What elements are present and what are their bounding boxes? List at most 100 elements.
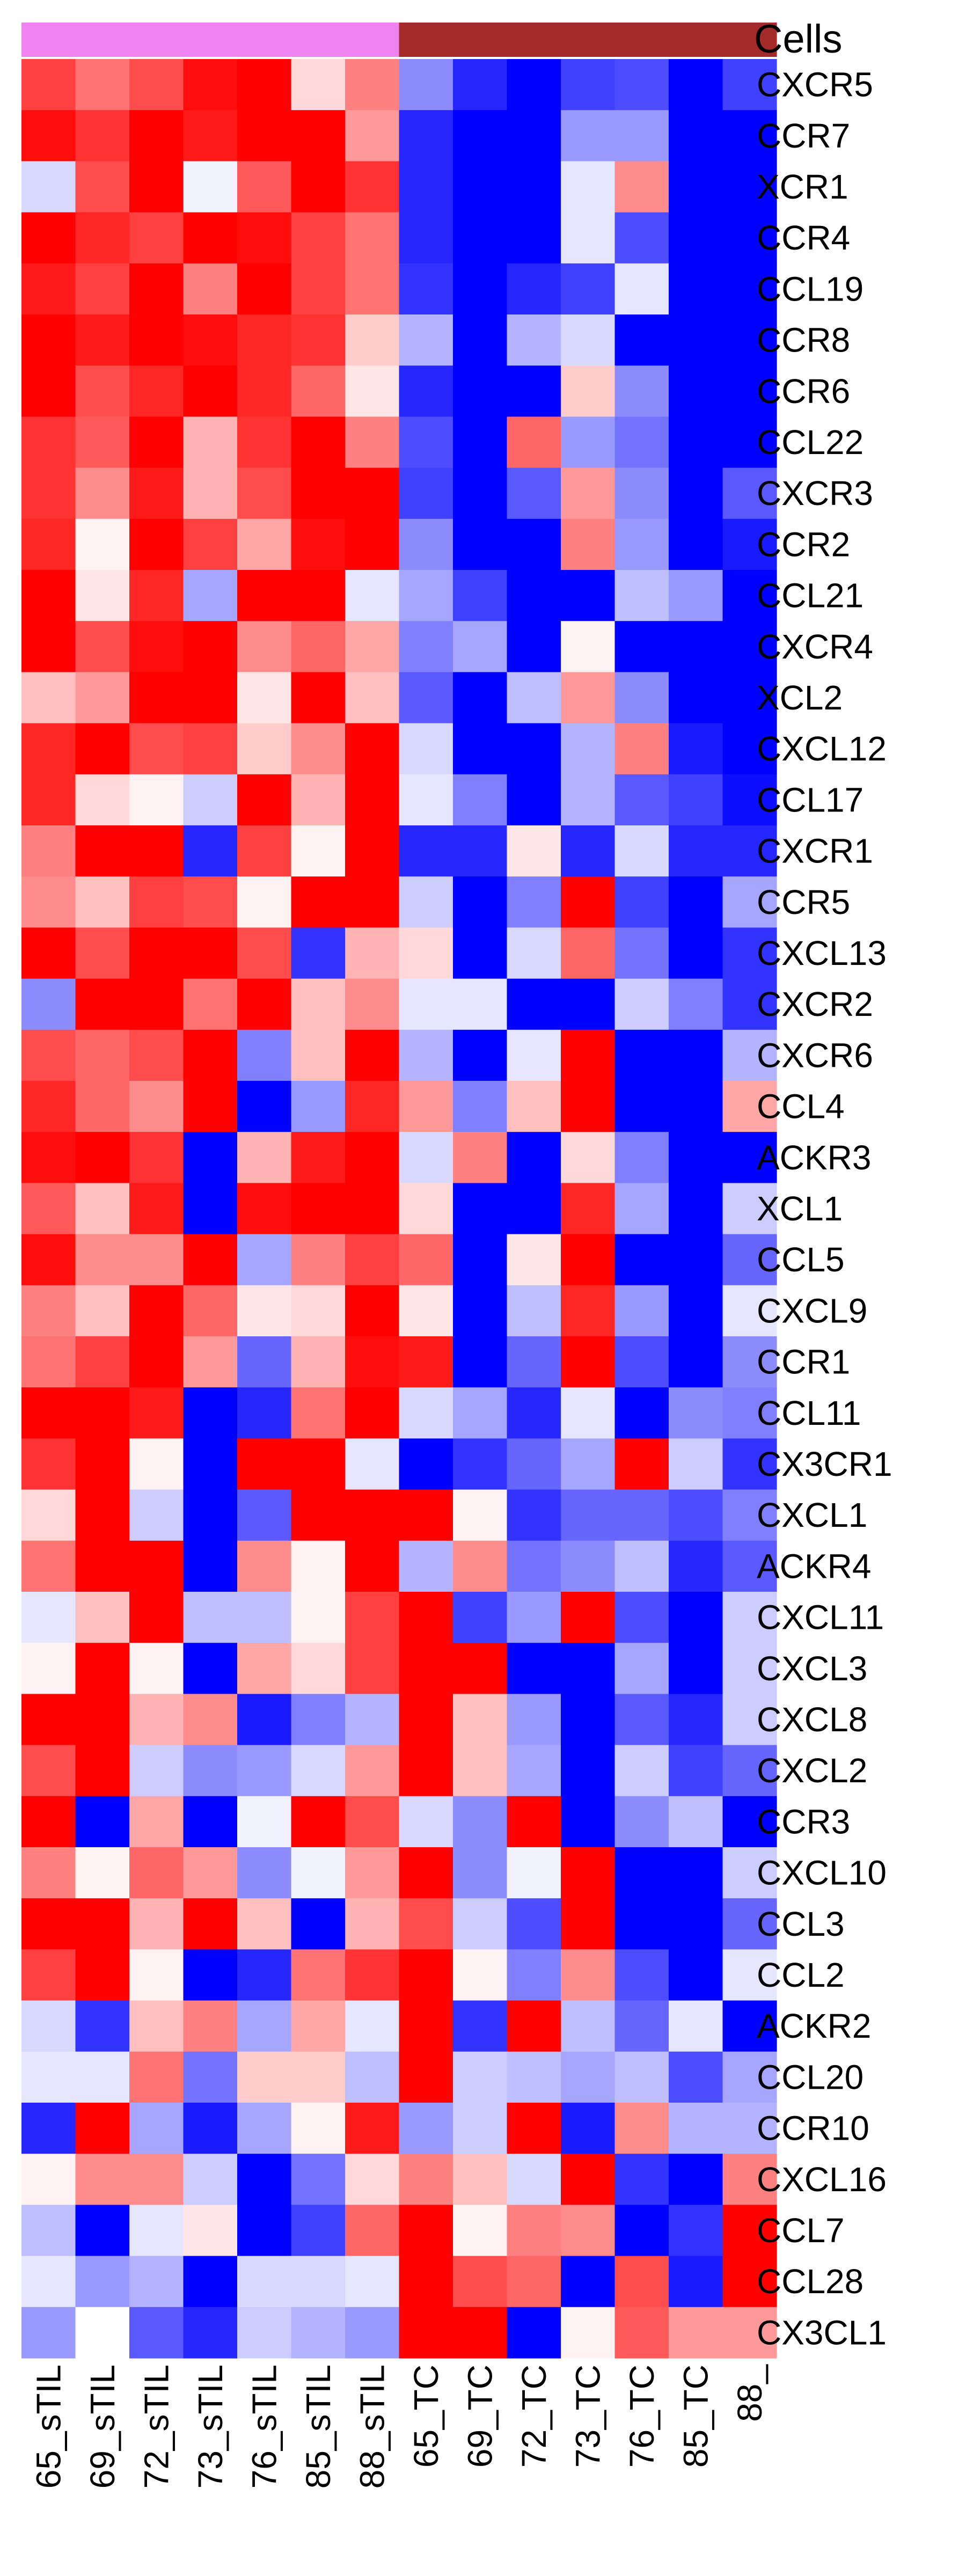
heatmap-cell — [399, 1898, 453, 1950]
heatmap-cell — [561, 2103, 616, 2154]
heatmap-cell — [507, 110, 561, 162]
heatmap-cell — [129, 672, 184, 724]
heatmap-cell — [291, 1540, 346, 1592]
heatmap-cell — [183, 59, 238, 111]
heatmap-cell — [399, 2051, 453, 2103]
heatmap-cell — [21, 774, 76, 826]
heatmap-cell — [345, 416, 400, 469]
heatmap-cell — [183, 876, 238, 928]
heatmap-cell — [129, 2307, 184, 2359]
heatmap-cell — [669, 1081, 723, 1132]
heatmap-cell — [345, 1643, 400, 1694]
heatmap-cell — [453, 1438, 508, 1490]
heatmap-cell — [129, 212, 184, 264]
heatmap-cell — [399, 1540, 453, 1592]
heatmap-cell — [722, 1643, 777, 1694]
row-label: CCL2 — [757, 1956, 845, 1994]
row-label: ACKR3 — [757, 1138, 871, 1177]
heatmap-cell — [237, 1029, 292, 1081]
heatmap-cell — [129, 1592, 184, 1643]
heatmap-cell — [21, 1489, 76, 1541]
heatmap-cell — [399, 1183, 453, 1235]
row-labels: CXCR5 CCR7 XCR1 CCR4 CCL19 CCR8 CCR6 CCL22 CXCR3… — [757, 65, 892, 2352]
heatmap-cell — [561, 927, 616, 979]
heatmap-cell — [722, 1540, 777, 1592]
heatmap-cell — [291, 876, 346, 928]
heatmap-cell — [507, 1847, 561, 1899]
heatmap-cell — [399, 1132, 453, 1183]
heatmap-cell — [399, 621, 453, 672]
heatmap-cell — [75, 467, 130, 519]
heatmap-cell — [561, 1336, 616, 1388]
heatmap-cell — [237, 59, 292, 111]
heatmap-cell — [399, 1949, 453, 2001]
row-label: ACKR2 — [757, 2007, 871, 2045]
heatmap-cell — [399, 1438, 453, 1490]
heatmap-cell — [561, 2000, 616, 2052]
heatmap-cell — [722, 876, 777, 928]
heatmap-cell — [21, 1694, 76, 1746]
heatmap-cell — [614, 1234, 669, 1286]
heatmap-cell — [669, 2103, 723, 2154]
heatmap-cell — [399, 1336, 453, 1388]
heatmap-cell — [345, 2205, 400, 2257]
heatmap-cell — [345, 2051, 400, 2103]
heatmap-cell — [237, 1438, 292, 1490]
heatmap-cell — [399, 1489, 453, 1541]
heatmap-cell — [669, 1234, 723, 1286]
heatmap-cell — [21, 365, 76, 417]
heatmap-cell — [129, 1643, 184, 1694]
heatmap-cell — [21, 723, 76, 775]
row-label: CCL21 — [757, 576, 863, 615]
heatmap-cell — [291, 2307, 346, 2359]
heatmap-cell — [183, 1285, 238, 1337]
heatmap-cell — [507, 1592, 561, 1643]
heatmap-cell — [507, 2103, 561, 2154]
heatmap-cell — [399, 774, 453, 826]
row-label: ACKR4 — [757, 1547, 871, 1585]
heatmap-cell — [291, 212, 346, 264]
heatmap-cell — [722, 672, 777, 724]
heatmap-cell — [183, 1643, 238, 1694]
heatmap-cell — [291, 1898, 346, 1950]
heatmap-cell — [129, 416, 184, 469]
heatmap-cell — [291, 978, 346, 1030]
heatmap-cell — [345, 978, 400, 1030]
row-label: CXCR3 — [757, 474, 873, 513]
heatmap-cell — [345, 212, 400, 264]
heatmap-cell — [345, 723, 400, 775]
heatmap-cell — [237, 570, 292, 621]
heatmap-cell — [669, 1285, 723, 1337]
heatmap-cell — [345, 825, 400, 877]
heatmap-cell — [669, 774, 723, 826]
heatmap-cell — [399, 212, 453, 264]
row-label: CXCL10 — [757, 1854, 887, 1892]
heatmap-cell — [669, 263, 723, 315]
heatmap-cell — [614, 2256, 669, 2308]
heatmap-cell — [75, 2000, 130, 2052]
heatmap-cell — [237, 1132, 292, 1183]
heatmap-cell — [183, 314, 238, 366]
heatmap-cell — [291, 2103, 346, 2154]
heatmap-cell — [614, 1540, 669, 1592]
heatmap-cell — [291, 1745, 346, 1797]
heatmap-cell — [291, 416, 346, 469]
row-label: CCL28 — [757, 2262, 863, 2301]
heatmap-cell — [345, 518, 400, 570]
heatmap-cell — [291, 263, 346, 315]
heatmap-cell — [237, 2307, 292, 2359]
heatmap-cell — [75, 1081, 130, 1132]
heatmap-cell — [507, 978, 561, 1030]
heatmap-cell — [614, 416, 669, 469]
heatmap-cell — [21, 1898, 76, 1950]
heatmap-cell — [183, 672, 238, 724]
heatmap-cell — [507, 467, 561, 519]
heatmap-cell — [129, 1745, 184, 1797]
heatmap-cell — [129, 1489, 184, 1541]
heatmap-cell — [614, 672, 669, 724]
row-label: CXCR4 — [757, 627, 873, 666]
row-label: CCL17 — [757, 780, 863, 819]
heatmap-cell — [561, 1898, 616, 1950]
heatmap-cell — [453, 1898, 508, 1950]
heatmap-cell — [453, 2307, 508, 2359]
